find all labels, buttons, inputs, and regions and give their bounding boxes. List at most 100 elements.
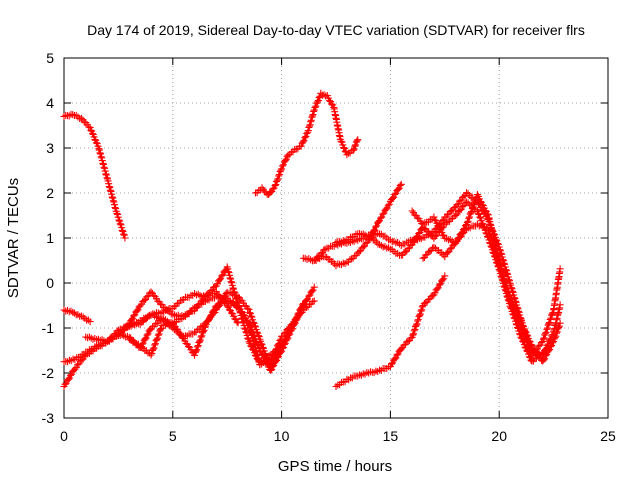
marker-satellite-pass-6-116: [259, 343, 267, 351]
marker-satellite-pass-13-118: [545, 347, 553, 355]
marker-satellite-pass-1-61: [115, 216, 123, 224]
marker-satellite-pass-7-127: [268, 355, 276, 363]
marker-satellite-pass-12-48: [468, 208, 476, 216]
marker-satellite-pass-3-2: [63, 307, 71, 315]
marker-satellite-pass-11-64: [431, 232, 439, 240]
marker-satellite-pass-7-56: [193, 343, 201, 351]
marker-satellite-pass-5-71: [189, 304, 197, 312]
marker-satellite-pass-4-117: [229, 284, 237, 292]
marker-satellite-pass-4-51: [138, 318, 146, 326]
marker-satellite-pass-1-50: [108, 193, 116, 201]
marker-satellite-pass-13-76: [505, 291, 513, 299]
marker-satellite-pass-7-22: [154, 334, 162, 342]
marker-satellite-pass-13-74: [504, 287, 512, 295]
marker-satellite-pass-11-72: [442, 219, 450, 227]
marker-satellite-pass-4-10: [71, 365, 79, 373]
marker-satellite-pass-11-86: [463, 198, 471, 206]
marker-satellite-pass-11-83: [458, 203, 466, 211]
marker-satellite-pass-1-39: [102, 170, 110, 178]
marker-satellite-pass-10-90: [460, 192, 468, 200]
marker-satellite-pass-7-61: [197, 333, 205, 341]
marker-satellite-pass-8-47: [304, 127, 312, 135]
marker-satellite-pass-1-68: [120, 230, 128, 238]
marker-satellite-pass-7-19: [151, 340, 159, 348]
x-tick-label-5: 25: [600, 428, 616, 444]
marker-satellite-pass-5-169: [303, 296, 311, 304]
marker-satellite-pass-8-15: [271, 182, 279, 190]
marker-satellite-pass-13-130: [555, 324, 563, 331]
series-satellite-pass-3: [60, 306, 94, 326]
marker-satellite-pass-8-41: [299, 138, 307, 146]
marker-satellite-pass-4-139: [242, 328, 250, 336]
marker-satellite-pass-2-103: [233, 318, 241, 326]
marker-satellite-pass-8-102: [349, 146, 357, 154]
marker-satellite-pass-9-71: [397, 180, 405, 188]
marker-satellite-pass-6-60: [194, 326, 202, 334]
marker-satellite-pass-14-54: [412, 321, 420, 329]
marker-satellite-pass-7-57: [194, 342, 202, 350]
marker-satellite-pass-13-131: [555, 322, 563, 330]
marker-satellite-pass-12-47: [467, 209, 475, 217]
marker-satellite-pass-9-48: [373, 222, 381, 230]
marker-satellite-pass-13-45: [486, 230, 494, 238]
marker-satellite-pass-13-95: [521, 327, 529, 335]
marker-satellite-pass-7-76: [210, 306, 218, 314]
marker-satellite-pass-10-85: [453, 201, 461, 209]
marker-satellite-pass-7-135: [274, 341, 282, 349]
marker-satellite-pass-13-64: [497, 268, 505, 276]
marker-satellite-pass-6-162: [299, 300, 307, 308]
x-tick-label-2: 10: [274, 428, 290, 444]
marker-satellite-pass-1-47: [106, 186, 114, 194]
marker-satellite-pass-4-1: [61, 380, 69, 388]
y-tick-label-3: 0: [46, 275, 54, 291]
marker-satellite-pass-8-24: [278, 165, 286, 173]
marker-satellite-pass-14-55: [413, 320, 421, 328]
marker-satellite-pass-10-0: [310, 257, 318, 264]
marker-satellite-pass-4-53: [141, 315, 149, 323]
marker-satellite-pass-14-50: [410, 330, 418, 338]
marker-satellite-pass-5-67: [183, 310, 191, 318]
marker-satellite-pass-13-47: [487, 233, 495, 241]
marker-satellite-pass-13-77: [506, 292, 514, 300]
marker-satellite-pass-13-114: [541, 355, 549, 363]
marker-satellite-pass-7-150: [293, 314, 301, 322]
marker-satellite-pass-14-57: [414, 316, 422, 324]
marker-satellite-pass-8-59: [312, 102, 320, 110]
marker-satellite-pass-6-34: [152, 320, 160, 328]
marker-satellite-pass-14-61: [417, 307, 425, 315]
marker-satellite-pass-4-100: [216, 276, 224, 284]
marker-satellite-pass-12-167: [556, 301, 564, 309]
marker-satellite-pass-8-91: [337, 137, 345, 145]
y-tick-label-8: 5: [46, 50, 54, 66]
marker-satellite-pass-1-22: [91, 135, 99, 143]
marker-satellite-pass-7-14: [148, 349, 156, 357]
y-tick-label-1: -2: [42, 365, 55, 381]
marker-satellite-pass-13-61: [495, 261, 503, 269]
marker-satellite-pass-13-17: [444, 249, 452, 257]
marker-satellite-pass-7-59: [196, 337, 204, 345]
marker-satellite-pass-6-25: [141, 335, 149, 343]
marker-satellite-pass-5-30: [130, 312, 138, 320]
y-axis-label: SDTVAR / TECUs: [5, 178, 22, 298]
marker-satellite-pass-13-100: [525, 337, 533, 345]
marker-satellite-pass-14-52: [411, 325, 419, 333]
marker-satellite-pass-13-28: [458, 230, 466, 238]
marker-satellite-pass-7-157: [302, 303, 310, 311]
marker-satellite-pass-14-59: [416, 311, 424, 319]
marker-satellite-pass-10-52: [401, 240, 409, 248]
marker-satellite-pass-5-51: [157, 300, 165, 308]
marker-satellite-pass-1-16: [86, 123, 94, 131]
marker-satellite-pass-8-62: [314, 97, 322, 105]
marker-satellite-pass-6-96: [244, 305, 252, 313]
marker-satellite-pass-10-194: [545, 320, 553, 328]
marker-satellite-pass-11-30: [385, 244, 393, 252]
marker-satellite-pass-13-127: [553, 329, 561, 337]
marker-satellite-pass-1-27: [95, 145, 103, 153]
marker-satellite-pass-14-0: [332, 383, 340, 390]
marker-satellite-pass-1-24: [92, 139, 100, 147]
marker-satellite-pass-7-66: [201, 323, 209, 331]
marker-satellite-pass-13-113: [540, 356, 548, 364]
marker-satellite-pass-4-4: [64, 375, 72, 383]
marker-satellite-pass-6-100: [247, 312, 255, 320]
x-tick-label-3: 15: [383, 428, 399, 444]
